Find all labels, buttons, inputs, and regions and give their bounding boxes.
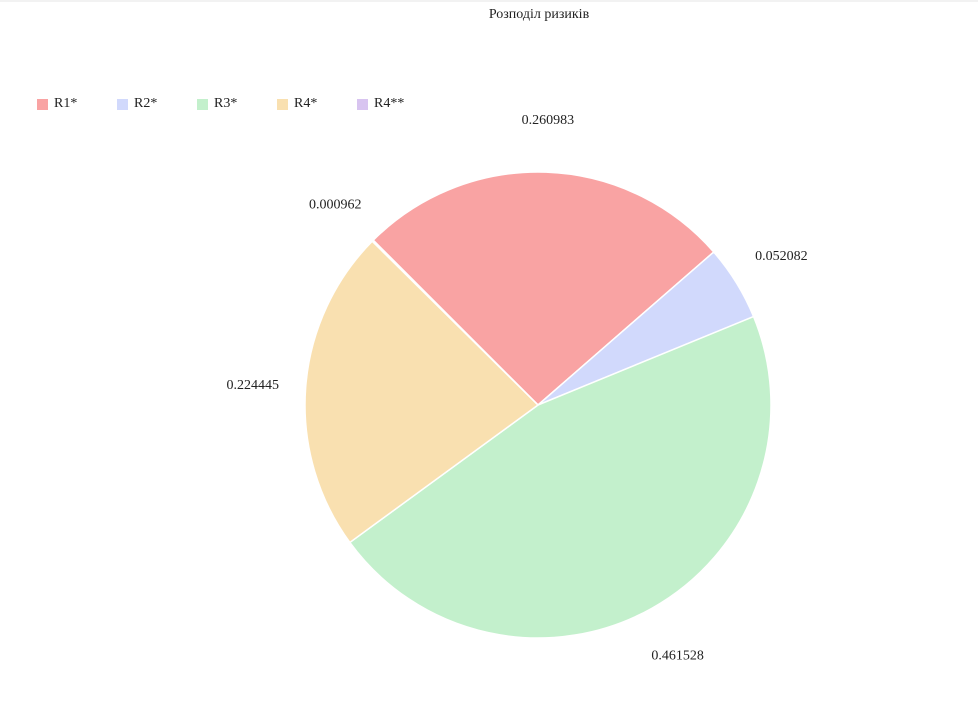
pie-label-r3: 0.461528 [651, 649, 704, 664]
pie-slice-r4[interactable] [304, 240, 540, 544]
pie-slice-r1[interactable] [372, 171, 715, 407]
legend-swatch-r2 [117, 98, 128, 110]
legend-label-r2: R2* [134, 96, 158, 111]
legend-item-r3[interactable]: R3* [197, 96, 277, 112]
legend-label-r1: R1* [54, 96, 78, 111]
legend-label-r4b: R4** [374, 96, 405, 111]
legend-swatch-r3 [197, 98, 208, 110]
pie-label-r4b: 0.000962 [309, 197, 362, 212]
legend-label-r4: R4* [294, 96, 318, 111]
legend-label-r3: R3* [214, 96, 238, 111]
chart-title: Розподіл ризиків [488, 7, 590, 22]
top-border [0, 0, 978, 2]
pie-label-r2: 0.052082 [755, 249, 808, 264]
legend-item-r4b[interactable]: R4** [357, 96, 437, 112]
pie-slice-r3[interactable] [348, 315, 772, 639]
legend-swatch-r4 [277, 98, 288, 110]
legend-item-r2[interactable]: R2* [117, 96, 197, 112]
pie-label-r1: 0.260983 [522, 113, 575, 128]
pie-slice-r4b[interactable] [371, 239, 539, 406]
legend-swatch-r1 [37, 98, 48, 110]
pie-value-labels: 0.260983 0.052082 0.461528 0.224445 0.000962 [227, 113, 808, 663]
legend-item-r4[interactable]: R4* [277, 96, 357, 112]
legend-item-r1[interactable]: R1* [37, 96, 117, 112]
legend-swatch-r4b [357, 98, 368, 110]
pie-label-r4: 0.224445 [227, 378, 280, 393]
legend: R1* R2* R3* R4* R4** [37, 96, 437, 112]
pie-slices [304, 171, 772, 639]
